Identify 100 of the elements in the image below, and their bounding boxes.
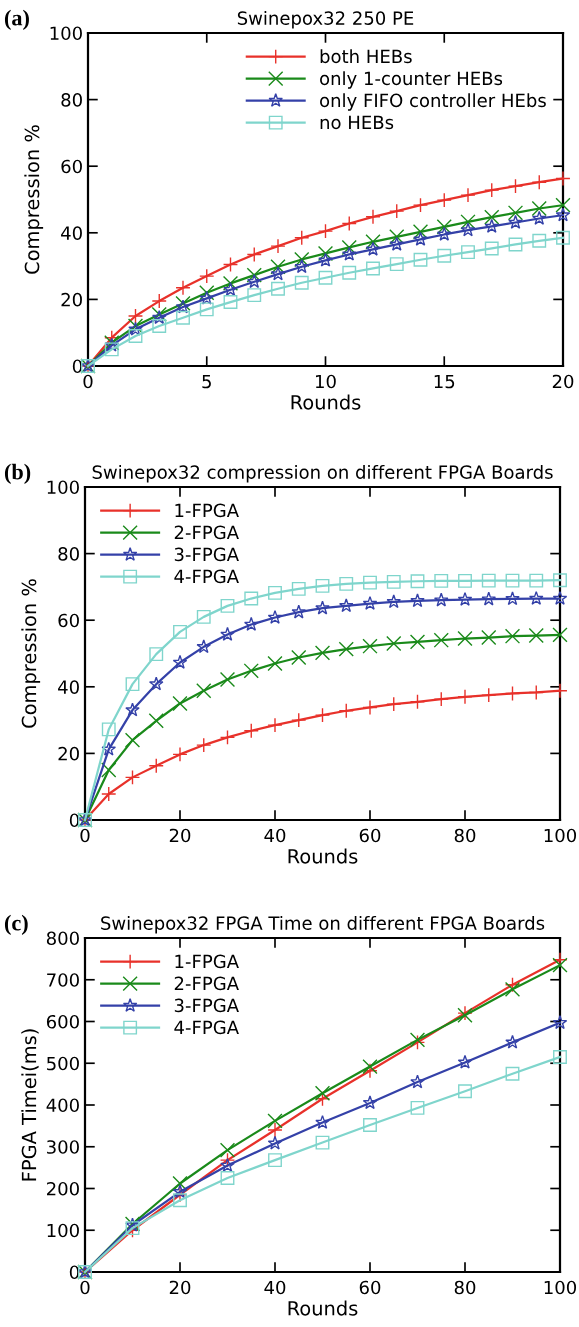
legend-label: 1-FPGA bbox=[175, 954, 239, 969]
point bbox=[505, 1034, 520, 1049]
point bbox=[124, 732, 141, 748]
point bbox=[175, 299, 191, 314]
point bbox=[508, 214, 523, 229]
point bbox=[267, 609, 283, 624]
point bbox=[315, 600, 330, 615]
point bbox=[413, 252, 428, 267]
point bbox=[222, 275, 239, 292]
point bbox=[246, 246, 262, 263]
point bbox=[365, 241, 381, 256]
point bbox=[552, 627, 568, 643]
x-tick-label: 100 bbox=[544, 828, 577, 843]
point bbox=[434, 573, 449, 588]
point bbox=[436, 226, 452, 241]
point bbox=[314, 707, 331, 723]
point bbox=[267, 1113, 283, 1129]
point bbox=[461, 245, 475, 260]
point bbox=[362, 595, 378, 610]
point bbox=[531, 210, 547, 225]
point bbox=[294, 230, 310, 246]
y-tick-label: 80 bbox=[58, 547, 79, 561]
point bbox=[196, 639, 212, 654]
point bbox=[409, 694, 426, 710]
point bbox=[505, 573, 520, 588]
point bbox=[294, 251, 310, 268]
y-tick-label: 200 bbox=[47, 1181, 79, 1196]
y-tick-label: 300 bbox=[47, 1140, 79, 1154]
point bbox=[196, 683, 212, 699]
point bbox=[362, 699, 378, 716]
point bbox=[529, 573, 544, 588]
text: (a) bbox=[4, 9, 29, 30]
point bbox=[412, 197, 429, 213]
point bbox=[101, 722, 116, 737]
point bbox=[125, 677, 140, 692]
point bbox=[172, 1184, 188, 1199]
point bbox=[458, 1084, 472, 1099]
point bbox=[172, 695, 188, 712]
point bbox=[176, 310, 190, 325]
point bbox=[507, 178, 524, 194]
x-tick-label: 60 bbox=[359, 1280, 381, 1295]
point bbox=[223, 282, 238, 297]
x-tick-label: 20 bbox=[169, 828, 191, 843]
point bbox=[219, 729, 236, 746]
point bbox=[505, 591, 520, 606]
point bbox=[318, 270, 333, 285]
point bbox=[460, 187, 476, 203]
point bbox=[389, 203, 405, 219]
y-tick-label: 700 bbox=[47, 973, 79, 987]
point bbox=[457, 630, 473, 647]
point bbox=[151, 310, 167, 325]
point bbox=[365, 234, 381, 250]
y-tick-label: 40 bbox=[58, 680, 79, 694]
x-tick-label: 5 bbox=[202, 374, 211, 389]
point bbox=[175, 295, 191, 312]
point bbox=[365, 209, 381, 225]
point bbox=[268, 1153, 282, 1168]
chart-title: Swinepox32 FPGA Time on different FPGA Boards bbox=[101, 915, 545, 934]
y-tick-label: 500 bbox=[47, 1056, 79, 1071]
point bbox=[528, 627, 544, 644]
point bbox=[317, 245, 334, 262]
legend-label: 4-FPGA bbox=[174, 569, 239, 584]
point bbox=[127, 308, 144, 324]
point bbox=[436, 219, 452, 235]
text: (b) bbox=[4, 463, 31, 484]
point bbox=[413, 231, 428, 246]
point bbox=[315, 578, 330, 593]
point bbox=[553, 1050, 567, 1064]
point bbox=[363, 575, 377, 590]
point bbox=[528, 684, 544, 701]
legend-label: 4-FPGA bbox=[174, 1020, 239, 1035]
point bbox=[528, 590, 544, 605]
point bbox=[507, 205, 524, 221]
point bbox=[128, 329, 143, 343]
point bbox=[531, 174, 547, 190]
point bbox=[338, 641, 354, 657]
point bbox=[437, 248, 452, 263]
point bbox=[484, 241, 499, 256]
point bbox=[412, 224, 429, 240]
chart-title: Swinepox32 compression on different FPGA Boards bbox=[92, 464, 553, 483]
y-tick-label: 60 bbox=[61, 159, 82, 174]
point bbox=[148, 758, 164, 774]
point bbox=[504, 981, 521, 997]
point bbox=[339, 576, 354, 591]
point bbox=[223, 295, 238, 310]
point bbox=[148, 676, 164, 691]
point bbox=[457, 591, 473, 606]
point bbox=[104, 342, 119, 357]
point bbox=[294, 275, 309, 290]
point bbox=[531, 200, 547, 217]
point bbox=[244, 591, 259, 606]
point bbox=[555, 197, 571, 213]
point bbox=[220, 626, 235, 641]
point bbox=[433, 632, 449, 648]
point bbox=[294, 259, 310, 274]
y-tick-label: 40 bbox=[61, 226, 82, 240]
point bbox=[246, 267, 262, 283]
legend-label: no HEBs bbox=[320, 115, 394, 130]
point bbox=[481, 591, 497, 606]
point bbox=[552, 590, 568, 605]
